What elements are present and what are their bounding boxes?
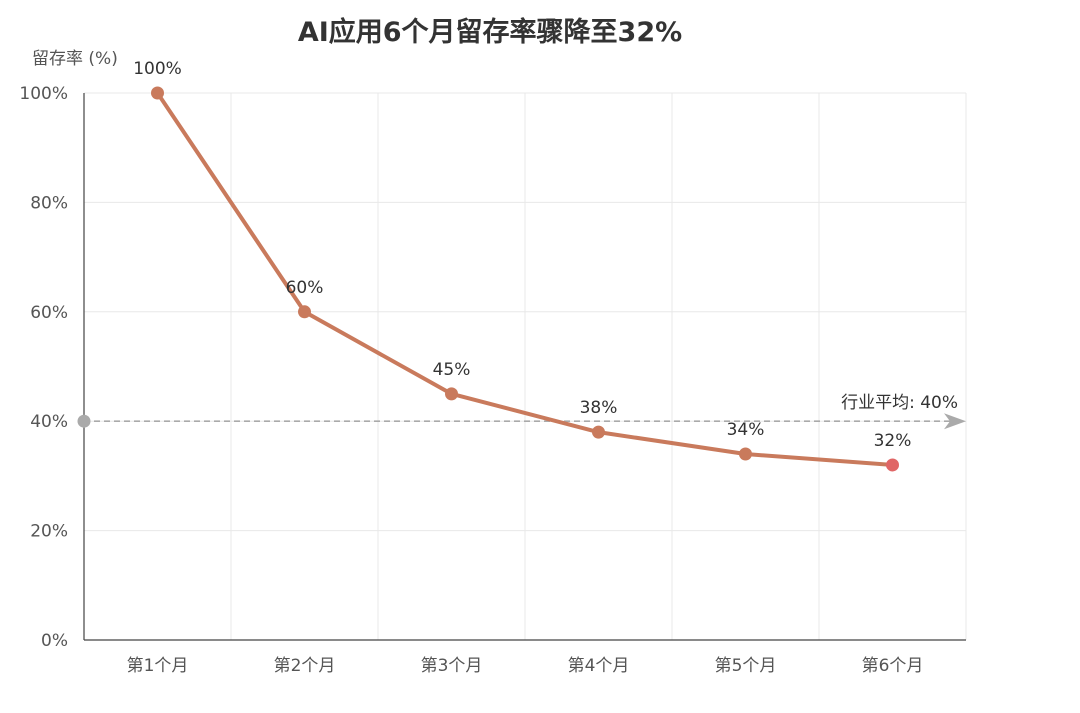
data-point bbox=[739, 447, 752, 461]
data-label: 100% bbox=[133, 59, 182, 79]
data-label: 38% bbox=[580, 398, 618, 418]
y-tick-label: 0% bbox=[41, 631, 68, 651]
series-line-group bbox=[151, 86, 899, 472]
data-label: 45% bbox=[433, 360, 471, 380]
x-tick-label: 第3个月 bbox=[421, 656, 483, 676]
reference-line-label: 行业平均: 40% bbox=[841, 393, 958, 413]
y-tick-label: 100% bbox=[19, 84, 68, 104]
x-tick-label: 第4个月 bbox=[568, 656, 630, 676]
series-line bbox=[155, 91, 895, 467]
reference-start-point bbox=[77, 414, 91, 428]
x-tick-label: 第2个月 bbox=[274, 656, 336, 676]
reference-arrow-icon bbox=[944, 413, 966, 430]
y-tick-label: 20% bbox=[30, 522, 68, 542]
data-label: 34% bbox=[727, 420, 765, 440]
grid-lines bbox=[84, 92, 967, 640]
data-labels-group: 100% 60% 45% 38% 34% 32% bbox=[133, 59, 911, 451]
x-tick-label: 第5个月 bbox=[715, 656, 777, 676]
y-tick-label: 80% bbox=[30, 193, 68, 213]
x-tick-label: 第1个月 bbox=[127, 656, 189, 676]
y-tick-label: 40% bbox=[30, 412, 68, 432]
data-point bbox=[298, 305, 311, 319]
chart-title: AI应用6个月留存率骤降至32% bbox=[297, 17, 683, 48]
data-label: 60% bbox=[286, 278, 324, 298]
x-tick-label: 第6个月 bbox=[862, 656, 924, 676]
y-tick-label: 60% bbox=[30, 303, 68, 323]
data-point bbox=[445, 387, 458, 401]
axes: 0% 20% 40% 60% 80% 100% 第1个月 第2个月 第3个月 第4个月 第5个月 第6… bbox=[19, 84, 966, 676]
data-point bbox=[151, 86, 164, 100]
data-point bbox=[592, 425, 605, 439]
data-label: 32% bbox=[874, 431, 912, 451]
reference-line-group: 行业平均: 40% bbox=[77, 393, 966, 430]
data-point bbox=[886, 458, 899, 472]
y-axis-label: 留存率 (%) bbox=[32, 49, 118, 69]
